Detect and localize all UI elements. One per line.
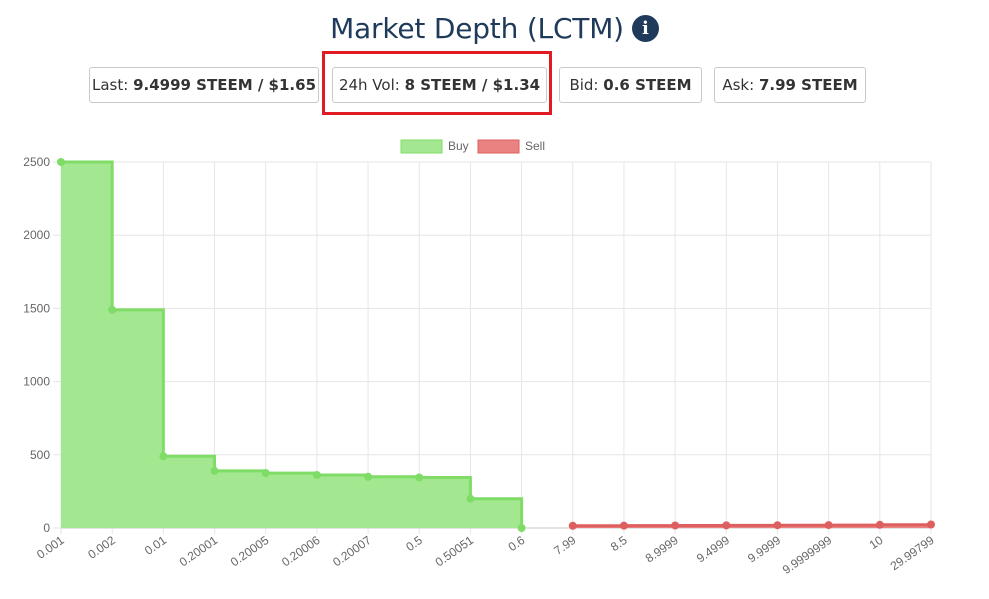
sell-point[interactable]	[568, 521, 577, 530]
bid-value: 0.6 STEEM	[603, 76, 692, 94]
buy-point[interactable]	[364, 472, 373, 481]
last-price-value: 9.4999 STEEM / $1.65	[133, 76, 317, 94]
sell-point[interactable]	[927, 520, 935, 529]
buy-point[interactable]	[415, 473, 424, 482]
y-tick-label: 2500	[23, 155, 50, 169]
x-tick-label: 0.20001	[177, 533, 221, 570]
buy-point[interactable]	[57, 158, 65, 166]
y-tick-label: 500	[30, 448, 50, 462]
y-tick-label: 1500	[23, 301, 50, 315]
sell-point[interactable]	[824, 521, 833, 530]
info-icon[interactable]: i	[631, 15, 659, 42]
sell-point[interactable]	[671, 521, 680, 530]
x-tick-label: 9.9999	[745, 533, 783, 566]
sell-point[interactable]	[619, 521, 628, 530]
x-axis: 0.001 0.002 0.01 0.20001 0.20005 0.20006 0.200…	[34, 533, 937, 577]
ask-stat: Ask: 7.99 STEEM	[714, 67, 866, 103]
buy-point[interactable]	[261, 469, 270, 478]
x-tick-label: 0.001	[34, 533, 67, 562]
y-tick-label: 2000	[23, 228, 50, 242]
buy-point[interactable]	[159, 452, 168, 461]
buy-area	[61, 162, 522, 528]
x-tick-label: 7.99	[551, 533, 578, 558]
last-price-stat: Last: 9.4999 STEEM / $1.65	[89, 67, 319, 103]
x-tick-label: 0.5	[403, 533, 425, 554]
volume-label: 24h Vol:	[338, 76, 400, 94]
volume-stat: 24h Vol: 8 STEEM / $1.34	[332, 67, 547, 103]
x-tick-label: 9.9999999	[780, 533, 835, 577]
y-axis: 0 500 1000 1500 2000 2500	[23, 155, 50, 535]
legend-sell-label[interactable]: Sell	[525, 139, 545, 153]
x-tick-label: 10	[867, 533, 886, 552]
chart-series	[57, 158, 935, 532]
page-title: Market Depth (LCTM)	[330, 12, 624, 45]
x-tick-label: 0.002	[85, 533, 118, 562]
stats-bar: Last: 9.4999 STEEM / $1.65 24h Vol: 8 ST…	[0, 67, 989, 103]
ask-label: Ask:	[722, 76, 755, 94]
x-tick-label: 29.99799	[888, 533, 937, 573]
chart-legend: Buy Sell	[400, 139, 545, 154]
sell-point[interactable]	[773, 521, 782, 530]
bid-label: Bid:	[569, 76, 599, 94]
legend-buy-label[interactable]: Buy	[448, 139, 469, 153]
legend-buy-swatch[interactable]	[400, 139, 443, 154]
title-row: Market Depth (LCTM) i	[0, 12, 989, 45]
x-tick-label: 0.6	[506, 533, 528, 554]
sell-point[interactable]	[875, 520, 884, 529]
y-tick-label: 0	[43, 521, 50, 535]
sell-point[interactable]	[722, 521, 731, 530]
x-tick-label: 8.5	[608, 533, 630, 554]
y-tick-label: 1000	[23, 375, 50, 389]
buy-point[interactable]	[108, 305, 117, 314]
x-tick-label: 0.01	[142, 533, 169, 558]
volume-highlight-box	[322, 51, 552, 115]
buy-point[interactable]	[466, 494, 475, 503]
buy-point[interactable]	[210, 466, 219, 475]
x-tick-label: 0.50051	[433, 533, 477, 570]
x-tick-label: 0.20006	[279, 533, 323, 570]
ask-value: 7.99 STEEM	[758, 76, 858, 94]
x-tick-label: 0.20007	[330, 533, 374, 570]
last-price-label: Last:	[91, 76, 129, 94]
bid-stat: Bid: 0.6 STEEM	[559, 67, 702, 103]
x-tick-label: 9.4999	[694, 533, 732, 566]
volume-value: 8 STEEM / $1.34	[404, 76, 541, 94]
legend-sell-swatch[interactable]	[477, 139, 520, 154]
x-tick-label: 0.20005	[228, 533, 272, 570]
buy-point[interactable]	[517, 524, 526, 532]
x-tick-label: 8.9999	[643, 533, 681, 566]
buy-point[interactable]	[312, 471, 321, 480]
